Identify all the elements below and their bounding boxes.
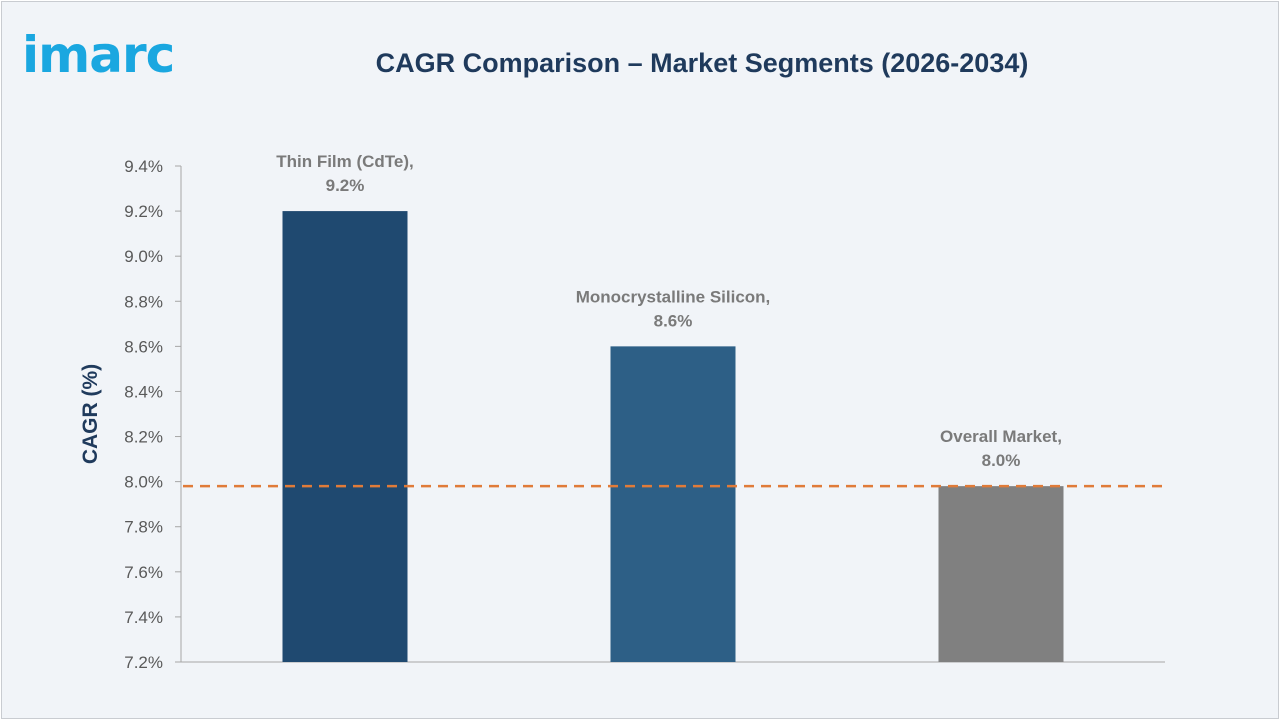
data-label-line: Thin Film (CdTe), [276, 152, 414, 171]
y-tick-label: 7.6% [124, 563, 163, 582]
chart-title: CAGR Comparison – Market Segments (2026-… [375, 48, 1029, 78]
y-tick-label: 7.4% [124, 608, 163, 627]
bar [610, 346, 736, 662]
data-label-line: Overall Market, [940, 427, 1062, 446]
y-tick-label: 8.2% [124, 428, 163, 447]
imarc-logo: imarc [22, 26, 175, 84]
y-tick-label: 7.2% [124, 653, 163, 672]
y-tick-label: 9.4% [124, 157, 163, 176]
axes: 7.2% 7.4% 7.6% 7.8% 8.0% 8.2% 8.4% 8.6% 8.8% 9.0%… [79, 157, 1165, 672]
y-axis-label: CAGR (%) [79, 364, 102, 464]
data-label-line: 9.2% [326, 176, 365, 195]
y-tick-label: 7.8% [124, 518, 163, 537]
data-label: Monocrystalline Silicon, 8.6% [576, 287, 771, 330]
bars [282, 211, 1064, 662]
y-tick-label: 8.0% [124, 473, 163, 492]
y-tick-label: 9.0% [124, 247, 163, 266]
bar [938, 486, 1064, 662]
y-tick-label: 8.6% [124, 337, 163, 356]
data-label: Overall Market, 8.0% [940, 427, 1062, 470]
data-label-line: 8.0% [982, 451, 1021, 470]
data-label: Thin Film (CdTe), 9.2% [276, 152, 414, 195]
data-label-line: Monocrystalline Silicon, [576, 287, 771, 306]
data-labels: Thin Film (CdTe), 9.2% Monocrystalline Sil… [276, 152, 1062, 470]
y-tick-label: 9.2% [124, 202, 163, 221]
data-label-line: 8.6% [654, 311, 693, 330]
y-tick-label: 8.4% [124, 382, 163, 401]
y-tick-label: 8.8% [124, 292, 163, 311]
bar [282, 211, 408, 662]
